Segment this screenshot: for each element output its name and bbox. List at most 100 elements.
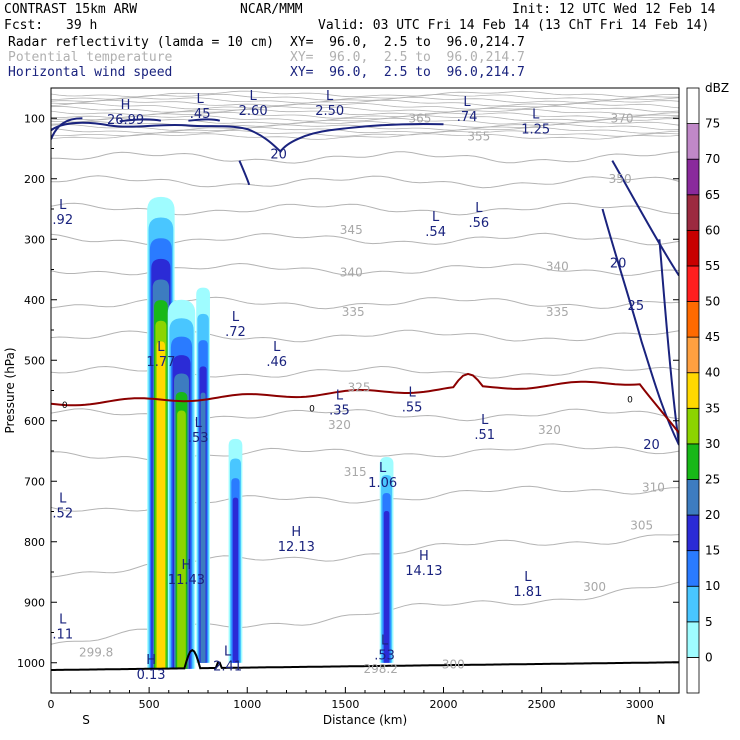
colorbar-swatch-13: [686, 194, 700, 231]
x-tick-label-2: 1000: [233, 698, 261, 711]
freezing-level-label-2: 0: [627, 395, 633, 405]
extremum-value-15: .51: [474, 428, 495, 443]
wind-contour-0: [51, 121, 444, 153]
extremum-kind-0: H: [121, 98, 131, 113]
forecast-hour: 39 h: [66, 18, 98, 33]
colorbar-label-11: 55: [705, 259, 720, 273]
y-tick-label-8: 900: [24, 596, 45, 609]
wind-label-2: 25: [628, 299, 645, 314]
colorbar-label-14: 70: [705, 152, 720, 166]
extremum-value-11: 1.77: [146, 355, 175, 370]
extremum-value-6: .92: [52, 213, 73, 228]
colorbar-swatch-3: [686, 550, 700, 587]
colorbar: 0 5 10 15 20 25 30 35 40 45 50 55 60 65 70 75 dBZ: [686, 81, 729, 694]
extremum-value-12: .35: [329, 404, 350, 419]
wind-contour-1: [51, 117, 83, 140]
theta-label-18: 298.2: [364, 662, 398, 676]
extremum-value-23: .53: [374, 649, 395, 664]
wind-label-0: 20: [270, 148, 287, 163]
theta-line: [51, 151, 679, 164]
extremum-kind-21: L: [524, 570, 532, 585]
field-name-reflectivity: Radar reflectivity (lamda = 10 cm): [8, 35, 275, 50]
y-tick-label-0: 100: [24, 112, 45, 125]
freezing-level-label-0: 0: [62, 401, 68, 411]
colorbar-swatch-5: [686, 479, 700, 516]
colorbar-label-10: 50: [705, 295, 720, 309]
theta-line: [51, 93, 679, 101]
extremum-value-19: 14.13: [405, 564, 442, 579]
colorbar-swatch-15: [686, 123, 700, 160]
wind-contour-2: [119, 118, 162, 123]
wind-contour-6: [658, 239, 679, 446]
terrain: [51, 648, 679, 671]
reflectivity-cell-4-level-4: [383, 511, 390, 663]
extremum-kind-17: L: [59, 491, 67, 506]
extremum-kind-10: L: [273, 340, 281, 355]
theta-label-2: 370: [611, 111, 634, 125]
extremum-value-8: .56: [468, 216, 489, 231]
colorbar-swatch-11: [686, 265, 700, 302]
colorbar-swatch-16: [686, 87, 700, 124]
extremum-value-0: 26.99: [107, 113, 144, 128]
extremum-value-24: 2.41: [213, 660, 242, 675]
extremum-value-2: 2.60: [239, 104, 268, 119]
reflectivity-cells: [147, 196, 394, 669]
theta-label-10: 320: [328, 418, 351, 432]
extremum-value-3: 2.50: [315, 104, 344, 119]
extremum-kind-3: L: [326, 89, 334, 104]
theta-label-1: 355: [467, 129, 490, 143]
colorbar-swatch-2: [686, 585, 700, 623]
extremum-value-22: .11: [52, 627, 73, 642]
field-xy-wind: XY= 96.0, 2.5 to 96.0,214.7: [290, 65, 525, 80]
extremum-value-13: .55: [402, 401, 423, 416]
extremum-value-9: .72: [225, 325, 246, 340]
reflectivity-cell-2-level-5: [200, 392, 206, 663]
y-tick-label-9: 1000: [17, 657, 45, 670]
colorbar-label-0: 0: [705, 650, 713, 664]
freezing-level-label-1: 0: [309, 404, 315, 414]
extremum-kind-14: L: [195, 416, 203, 431]
theta-line: [51, 96, 679, 104]
colorbar-swatch-14: [686, 158, 700, 196]
theta-line: [51, 102, 679, 110]
wind-contour-4: [601, 208, 679, 446]
extremum-kind-19: H: [419, 549, 429, 564]
extremum-kind-23: L: [381, 634, 389, 649]
extremum-kind-2: L: [250, 89, 258, 104]
extremum-value-14: .53: [188, 431, 209, 446]
y-tick-label-4: 500: [24, 354, 45, 367]
colorbar-swatch-1: [686, 621, 700, 658]
reflectivity-cell-3-level-4: [232, 497, 239, 663]
theta-label-3: 350: [609, 172, 632, 186]
extremum-value-25: 0.13: [137, 668, 166, 683]
extremum-value-20: 11.43: [168, 573, 205, 588]
extremum-kind-9: L: [232, 310, 240, 325]
extremum-value-4: .74: [457, 110, 478, 125]
colorbar-swatch-7: [686, 407, 700, 445]
colorbar-swatch-10: [686, 301, 700, 338]
colorbar-label-4: 20: [705, 508, 720, 522]
organization: NCAR/MMM: [240, 2, 303, 17]
init-time: Init: 12 UTC Wed 12 Feb 14: [512, 2, 716, 17]
field-xy-reflectivity: XY= 96.0, 2.5 to 96.0,214.7: [290, 35, 525, 50]
colorbar-swatch-12: [686, 229, 700, 267]
theta-label-11: 320: [538, 423, 561, 437]
x-tick-label-5: 2500: [528, 698, 556, 711]
theta-label-15: 300: [583, 580, 606, 594]
y-tick-label-3: 400: [24, 294, 45, 307]
x-tick-label-3: 1500: [331, 698, 359, 711]
x-end-label-right: N: [657, 713, 666, 727]
colorbar-swatch-0: [686, 657, 700, 694]
wind-contour-7: [238, 160, 251, 186]
extremum-kind-20: H: [182, 558, 192, 573]
colorbar-swatch-6: [686, 443, 700, 480]
theta-label-14: 305: [630, 518, 653, 532]
colorbar-label-9: 45: [705, 330, 720, 344]
extremum-kind-16: L: [379, 461, 387, 476]
extremum-kind-1: L: [197, 92, 205, 107]
theta-line: [51, 133, 679, 140]
freezing-level-line: [51, 372, 679, 434]
extremum-value-17: .52: [52, 506, 73, 521]
